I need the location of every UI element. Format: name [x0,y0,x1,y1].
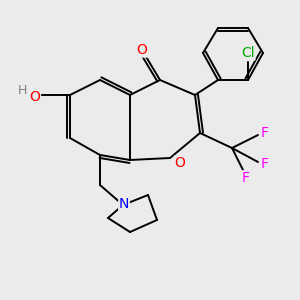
Text: N: N [119,197,129,211]
Text: H: H [17,83,27,97]
Text: F: F [261,157,269,171]
Text: O: O [175,156,185,170]
Text: F: F [242,171,250,185]
Text: O: O [30,90,40,104]
Text: F: F [261,126,269,140]
Text: O: O [136,43,147,57]
Text: Cl: Cl [241,46,255,60]
